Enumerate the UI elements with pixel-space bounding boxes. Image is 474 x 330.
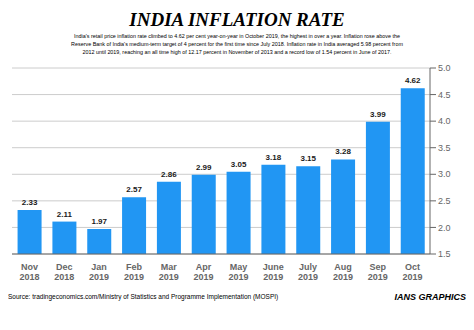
svg-text:4.0: 4.0	[438, 116, 451, 126]
svg-text:2.33: 2.33	[22, 198, 38, 207]
svg-text:4.5: 4.5	[438, 90, 451, 100]
svg-text:3.15: 3.15	[300, 154, 316, 163]
html-text:2012 until 2019, reaching an a: 2012 until 2019, reaching an all time hi…	[82, 49, 392, 55]
svg-text:May2019: May2019	[228, 262, 248, 282]
svg-text:1.5: 1.5	[438, 249, 451, 259]
svg-text:2.86: 2.86	[161, 170, 177, 179]
svg-text:Oct2019: Oct2019	[403, 262, 423, 282]
svg-text:2.11: 2.11	[57, 210, 73, 219]
svg-text:2.0: 2.0	[438, 223, 451, 233]
svg-text:Sep2019: Sep2019	[368, 262, 388, 282]
html-text:Reserve Bank of India's medium: Reserve Bank of India's medium-term targ…	[71, 41, 403, 47]
svg-text:3.18: 3.18	[266, 153, 282, 162]
svg-text:July2019: July2019	[298, 262, 318, 282]
html-text:Source: tradingeconomics.com/M: Source: tradingeconomics.com/Ministry of…	[8, 293, 279, 300]
svg-text:Dec2018: Dec2018	[54, 262, 74, 282]
html-text:India's retail price inflation: India's retail price inflation rate clim…	[74, 33, 400, 39]
svg-text:Jan2019: Jan2019	[89, 262, 109, 282]
svg-text:3.5: 3.5	[438, 143, 451, 153]
svg-text:2.99: 2.99	[196, 163, 212, 172]
svg-text:3.05: 3.05	[231, 160, 247, 169]
html-text:INDIA INFLATION RATE: INDIA INFLATION RATE	[129, 9, 345, 30]
svg-text:Feb2019: Feb2019	[124, 262, 144, 282]
svg-text:3.28: 3.28	[335, 147, 351, 156]
svg-text:1.97: 1.97	[91, 217, 107, 226]
html-text:IANS GRAPHICS: IANS GRAPHICS	[394, 292, 466, 302]
svg-text:Apr2019: Apr2019	[194, 262, 214, 282]
svg-text:Mar2019: Mar2019	[159, 262, 179, 282]
svg-text:3.0: 3.0	[438, 169, 451, 179]
svg-text:Nov2018: Nov2018	[19, 262, 39, 282]
svg-text:June2019: June2019	[263, 262, 284, 282]
svg-text:2.5: 2.5	[438, 196, 451, 206]
svg-text:3.99: 3.99	[370, 110, 386, 119]
svg-text:Aug2019: Aug2019	[333, 262, 353, 282]
svg-text:5.0: 5.0	[438, 63, 451, 73]
svg-text:4.62: 4.62	[405, 76, 421, 85]
svg-text:2.57: 2.57	[126, 185, 142, 194]
